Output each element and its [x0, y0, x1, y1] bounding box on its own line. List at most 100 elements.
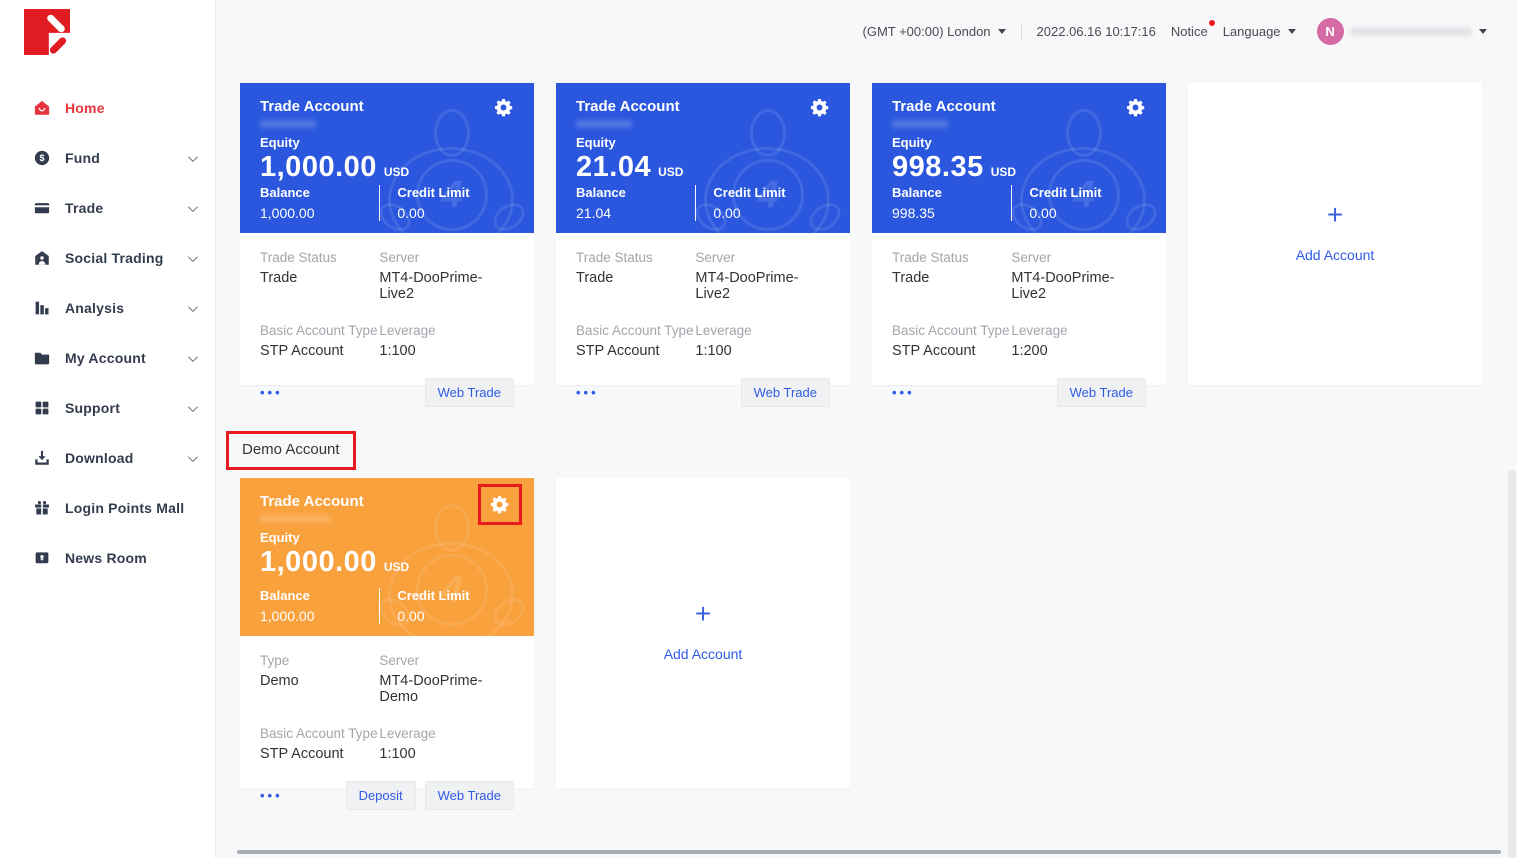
demo-account-section-label: Demo Account: [242, 441, 340, 458]
language-selector[interactable]: Language: [1223, 24, 1296, 39]
account-number-masked: ××××××××: [576, 117, 633, 131]
sidebar-item-download[interactable]: Download: [0, 433, 215, 483]
chevron-down-icon: [187, 201, 198, 212]
notice-label: Notice: [1170, 24, 1208, 39]
balance-label: Balance: [260, 588, 310, 603]
add-account-label: Add Account: [663, 646, 743, 662]
chevron-down-icon: [187, 401, 198, 412]
fund-dollar-icon: $: [33, 149, 51, 167]
web-trade-button[interactable]: Web Trade: [1056, 378, 1146, 407]
sidebar-item-news-room[interactable]: News Room: [0, 533, 215, 583]
demo-account-section-annotation: Demo Account: [226, 431, 356, 470]
server-label: Server: [695, 250, 736, 265]
leverage-value: 1:100: [379, 746, 416, 762]
caret-down-icon: [997, 29, 1006, 34]
sidebar-item-label: My Account: [65, 350, 146, 366]
credit-limit-value: 0.00: [713, 205, 741, 221]
demo-accounts-row: 4 Trade Account ××××××××××: [240, 478, 1493, 810]
vertical-scrollbar[interactable]: [1508, 470, 1516, 858]
sidebar-item-support[interactable]: Support: [0, 383, 215, 433]
add-account-label: Add Account: [1295, 247, 1375, 263]
add-demo-account-card[interactable]: + Add Account: [556, 478, 850, 788]
balance-value: 1,000.00: [260, 205, 315, 221]
server-value: MT4-DooPrime-Live2: [695, 270, 799, 302]
card-header: 4 Trade Account ×××××××× Equity: [872, 83, 1166, 233]
trade-status-label: Trade Status: [892, 250, 969, 265]
more-actions-button[interactable]: •••: [892, 384, 915, 400]
deposit-button[interactable]: Deposit: [345, 781, 416, 810]
account-number-masked: ××××××××××: [260, 512, 331, 526]
leverage-label: Leverage: [379, 726, 436, 741]
horizontal-scrollbar[interactable]: [237, 850, 1501, 854]
demo-account-card: 4 Trade Account ××××××××××: [240, 478, 534, 810]
balance-label: Balance: [892, 185, 942, 200]
sidebar-item-label: Login Points Mall: [65, 500, 185, 516]
card-header: 4 Trade Account ××××××××××: [240, 478, 534, 636]
more-actions-button[interactable]: •••: [260, 787, 283, 803]
download-icon: [33, 449, 51, 467]
trade-status-value: Trade: [892, 270, 930, 286]
svg-text:$: $: [39, 153, 44, 163]
credit-limit-label: Credit Limit: [397, 588, 470, 603]
timezone-selector[interactable]: (GMT +00:00) London: [863, 24, 1006, 39]
trade-account-card-1: 4 Trade Account ×××××××× Equity: [240, 83, 534, 407]
more-actions-button[interactable]: •••: [260, 384, 283, 400]
currency-label: USD: [658, 165, 684, 179]
caret-down-icon: [1479, 29, 1487, 34]
credit-limit-label: Credit Limit: [397, 185, 470, 200]
trade-status-label: Trade Status: [260, 250, 337, 265]
settings-gear-icon[interactable]: [810, 98, 830, 118]
sidebar-menu: Home $ Fund Trade Social Tradi: [0, 83, 215, 583]
account-type-label: Basic Account Type: [260, 323, 378, 338]
account-type-label: Basic Account Type: [576, 323, 694, 338]
grid-icon: [33, 399, 51, 417]
balance-label: Balance: [260, 185, 310, 200]
live-accounts-row: 4 Trade Account ×××××××× Equity: [240, 83, 1493, 407]
web-trade-button[interactable]: Web Trade: [424, 781, 514, 810]
trade-status-label: Trade Status: [576, 250, 653, 265]
equity-label: Equity: [576, 135, 616, 150]
settings-gear-icon[interactable]: [490, 495, 510, 515]
more-actions-button[interactable]: •••: [576, 384, 599, 400]
main-content: (GMT +00:00) London 2022.06.16 10:17:16 …: [216, 0, 1517, 858]
sidebar-item-home[interactable]: Home: [0, 83, 215, 133]
card-body: Trade Status Trade Server MT4-DooPrime-Liv…: [556, 233, 850, 421]
datetime-display: 2022.06.16 10:17:16: [1037, 24, 1156, 39]
settings-gear-icon[interactable]: [494, 98, 514, 118]
sidebar: Home $ Fund Trade Social Tradi: [0, 0, 216, 858]
notice-link[interactable]: Notice: [1170, 20, 1215, 39]
server-label: Server: [379, 653, 420, 668]
sidebar-item-social-trading[interactable]: Social Trading: [0, 233, 215, 283]
account-type-value: STP Account: [576, 343, 660, 359]
server-label: Server: [379, 250, 420, 265]
sidebar-item-analysis[interactable]: Analysis: [0, 283, 215, 333]
balance-value: 998.35: [892, 205, 935, 221]
web-trade-button[interactable]: Web Trade: [740, 378, 830, 407]
home-icon: [33, 99, 51, 117]
sidebar-item-login-points-mall[interactable]: Login Points Mall: [0, 483, 215, 533]
add-account-card[interactable]: + Add Account: [1188, 83, 1482, 385]
logo-red-slash: [48, 35, 68, 56]
caret-down-icon: [1287, 29, 1296, 34]
currency-label: USD: [383, 165, 410, 179]
account-type-value: STP Account: [892, 343, 976, 359]
dooprime-logo: [24, 9, 70, 56]
sidebar-item-label: Download: [65, 450, 134, 466]
sidebar-item-my-account[interactable]: My Account: [0, 333, 215, 383]
web-trade-button[interactable]: Web Trade: [424, 378, 514, 407]
sidebar-item-fund[interactable]: $ Fund: [0, 133, 215, 183]
leverage-value: 1:200: [1011, 343, 1048, 359]
card-body: Trade Status Trade Server MT4-DooPrime-Liv…: [240, 233, 534, 421]
topbar-divider: [1020, 23, 1022, 40]
settings-gear-icon[interactable]: [1126, 98, 1146, 118]
sidebar-item-trade[interactable]: Trade: [0, 183, 215, 233]
news-room-icon: [33, 549, 51, 567]
trade-account-card-3: 4 Trade Account ×××××××× Equity: [872, 83, 1166, 407]
card-body: Trade Status Trade Server MT4-DooPrime-Liv…: [872, 233, 1166, 421]
equity-value: 21.04: [576, 151, 652, 183]
leverage-value: 1:100: [695, 343, 732, 359]
user-menu[interactable]: N ××××××××××××××××: [1311, 18, 1487, 45]
trade-wallet-icon: [33, 199, 51, 217]
sidebar-item-label: Analysis: [65, 300, 125, 316]
